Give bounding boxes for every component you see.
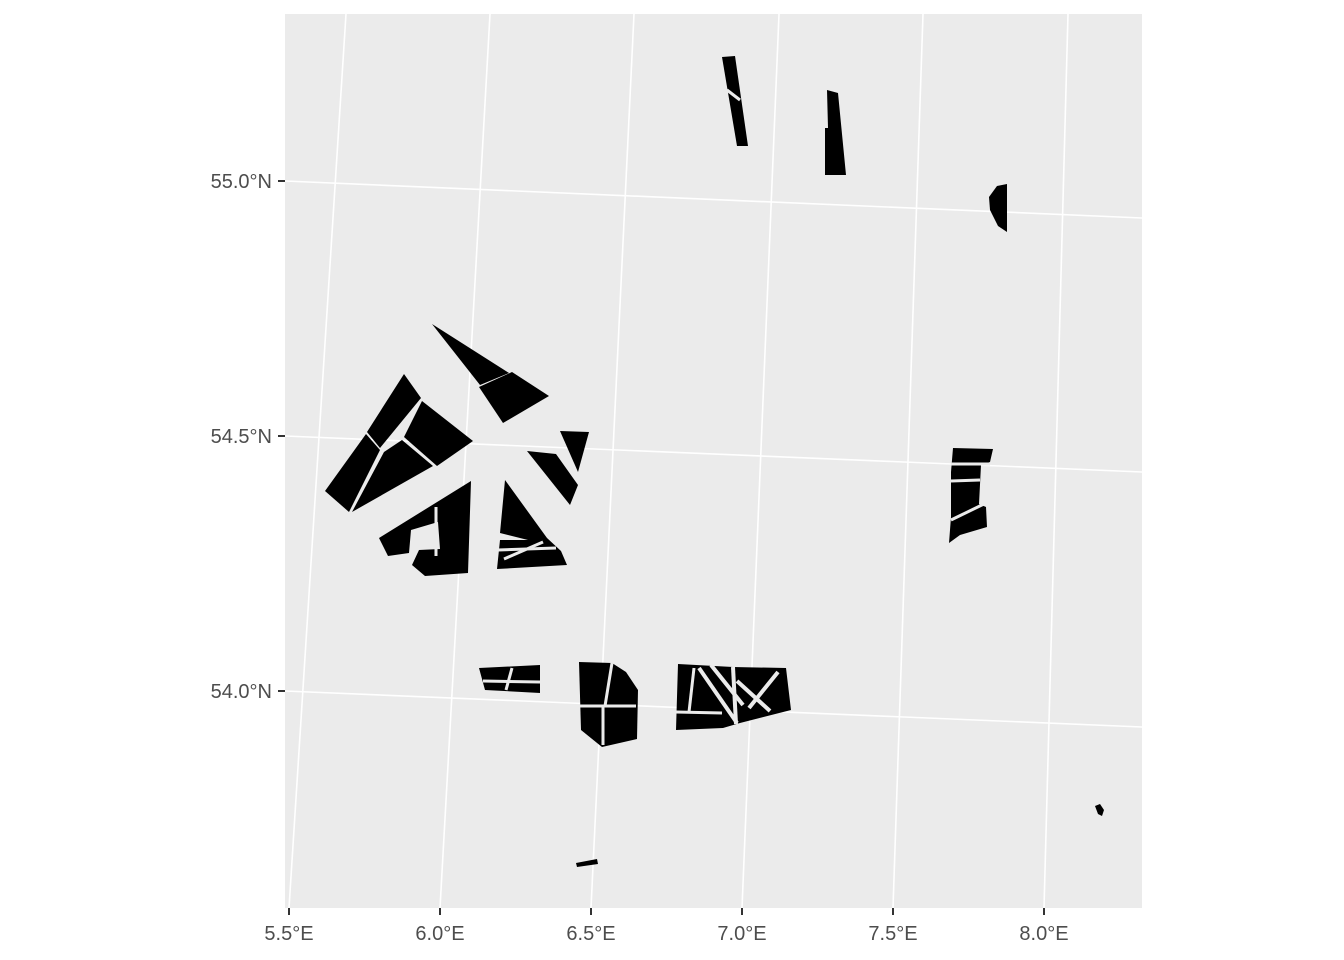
- x-tick-label: 6.5°E: [566, 923, 615, 945]
- farm-polygon-south-small: [576, 859, 598, 867]
- meridian-line: [892, 13, 924, 909]
- y-tick-label: 55.0°N: [211, 171, 272, 193]
- farm-polygon-south-row: [479, 662, 791, 747]
- farm-boundary: [504, 667, 514, 691]
- meridian-line: [439, 13, 491, 909]
- farm-polygon-southeast-dot: [1095, 804, 1104, 816]
- y-axis: 55.0°N 54.5°N 54.0°N: [211, 171, 285, 703]
- farm-boundary: [950, 501, 987, 522]
- farm-boundary: [675, 710, 723, 715]
- meridian-line: [288, 13, 347, 909]
- farm-polygon-east-cluster: [949, 448, 993, 543]
- farm-boundary: [482, 679, 541, 684]
- farm-boundary: [687, 667, 696, 713]
- x-tick-label: 6.0°E: [415, 923, 464, 945]
- farm-boundary: [503, 540, 544, 561]
- farm-polygon-north-strip-1: [722, 56, 748, 146]
- farm-boundary: [747, 670, 780, 710]
- x-tick-label: 7.0°E: [717, 923, 766, 945]
- x-tick-label: 7.5°E: [868, 923, 917, 945]
- x-tick-label: 5.5°E: [264, 923, 313, 945]
- farm-boundary: [731, 666, 738, 725]
- farm-polygon-northwest-cluster: [325, 324, 589, 576]
- farm-boundary: [603, 662, 614, 707]
- meridian-line: [590, 13, 635, 909]
- map-panel: [285, 14, 1142, 908]
- meridian-line: [1043, 13, 1069, 909]
- farm-boundary: [735, 679, 772, 713]
- y-tick-label: 54.5°N: [211, 426, 272, 448]
- farm-boundary: [697, 666, 739, 725]
- meridian-line: [741, 13, 780, 909]
- farm-boundary: [726, 88, 741, 102]
- y-tick-label: 54.0°N: [211, 681, 272, 703]
- x-axis: 5.5°E 6.0°E 6.5°E 7.0°E 7.5°E 8.0°E: [264, 908, 1069, 945]
- x-tick-label: 8.0°E: [1019, 923, 1068, 945]
- farm-polygon-east-small: [989, 184, 1007, 232]
- farm-boundary: [709, 663, 745, 707]
- farm-polygon-north-strip-2: [825, 90, 846, 175]
- farm-boundary: [950, 478, 981, 483]
